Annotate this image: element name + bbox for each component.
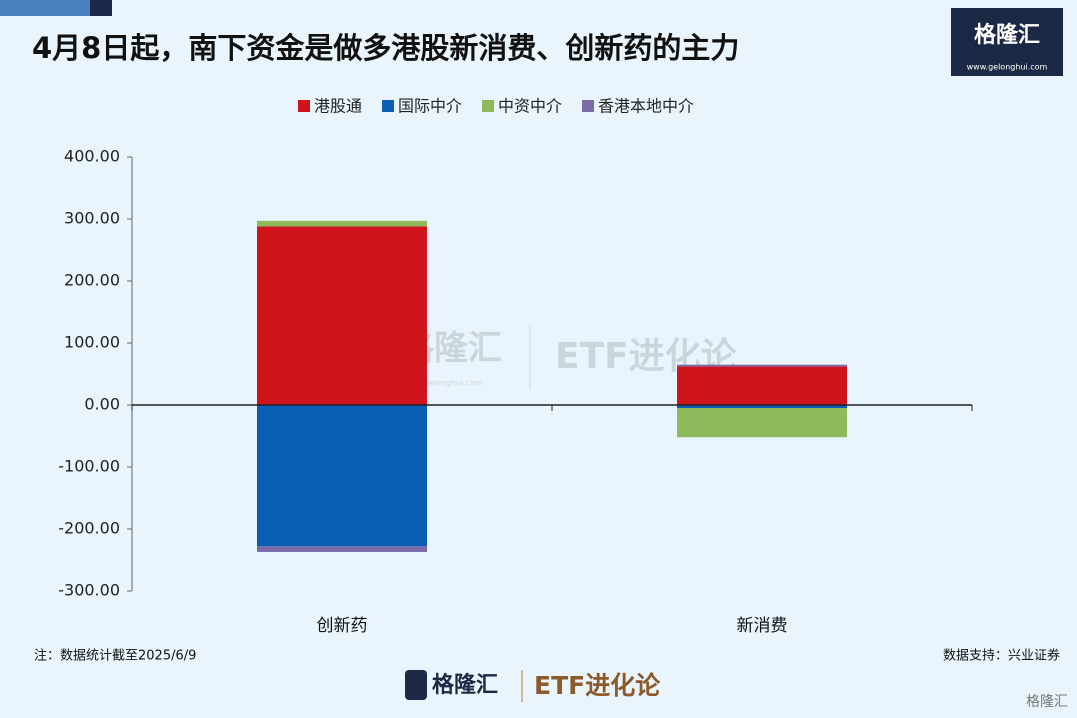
footer-icon	[405, 670, 427, 700]
watermark-url: www.gelonghui.com	[402, 379, 483, 388]
legend-label: 中资中介	[498, 97, 562, 116]
x-tick-label: 新消费	[737, 616, 788, 636]
bar	[677, 364, 847, 367]
decor	[90, 0, 112, 16]
x-tick-label: 创新药	[317, 616, 368, 636]
corner-brand: 格隆汇	[1026, 694, 1068, 710]
bar	[677, 366, 847, 405]
note: 注：数据统计截至2025/6/9	[34, 649, 196, 664]
legend-label: 国际中介	[398, 97, 462, 116]
bar	[677, 408, 847, 438]
chart-title: 4月8日起，南下资金是做多港股新消费、创新药的主力	[32, 31, 739, 65]
y-tick-label: 0.00	[84, 395, 120, 414]
y-tick-label: -300.00	[58, 581, 120, 600]
decor	[0, 0, 90, 16]
bar	[677, 405, 847, 409]
y-tick-label: -200.00	[58, 519, 120, 538]
legend-swatch	[382, 100, 395, 112]
legend-swatch	[298, 100, 310, 112]
bar	[257, 220, 427, 227]
y-tick-label: 400.00	[64, 147, 120, 166]
source: 数据支持：兴业证券	[943, 648, 1060, 664]
bar	[257, 546, 427, 552]
legend-label: 香港本地中介	[598, 97, 694, 116]
bar	[257, 405, 427, 547]
y-tick-label: -100.00	[58, 457, 120, 476]
footer-brand: 格隆汇	[432, 672, 498, 698]
y-tick-label: 300.00	[64, 209, 120, 228]
logo: 格隆汇	[974, 22, 1040, 48]
legend-swatch	[482, 100, 495, 112]
logo-url: www.gelonghui.com	[967, 63, 1048, 72]
legend-label: 港股通	[314, 97, 362, 116]
logo-box	[951, 8, 1063, 76]
bar	[257, 226, 427, 405]
y-tick-label: 200.00	[64, 271, 120, 290]
legend-swatch	[582, 100, 595, 112]
footer-text: ETF进化论	[534, 671, 661, 700]
y-tick-label: 100.00	[64, 333, 120, 352]
